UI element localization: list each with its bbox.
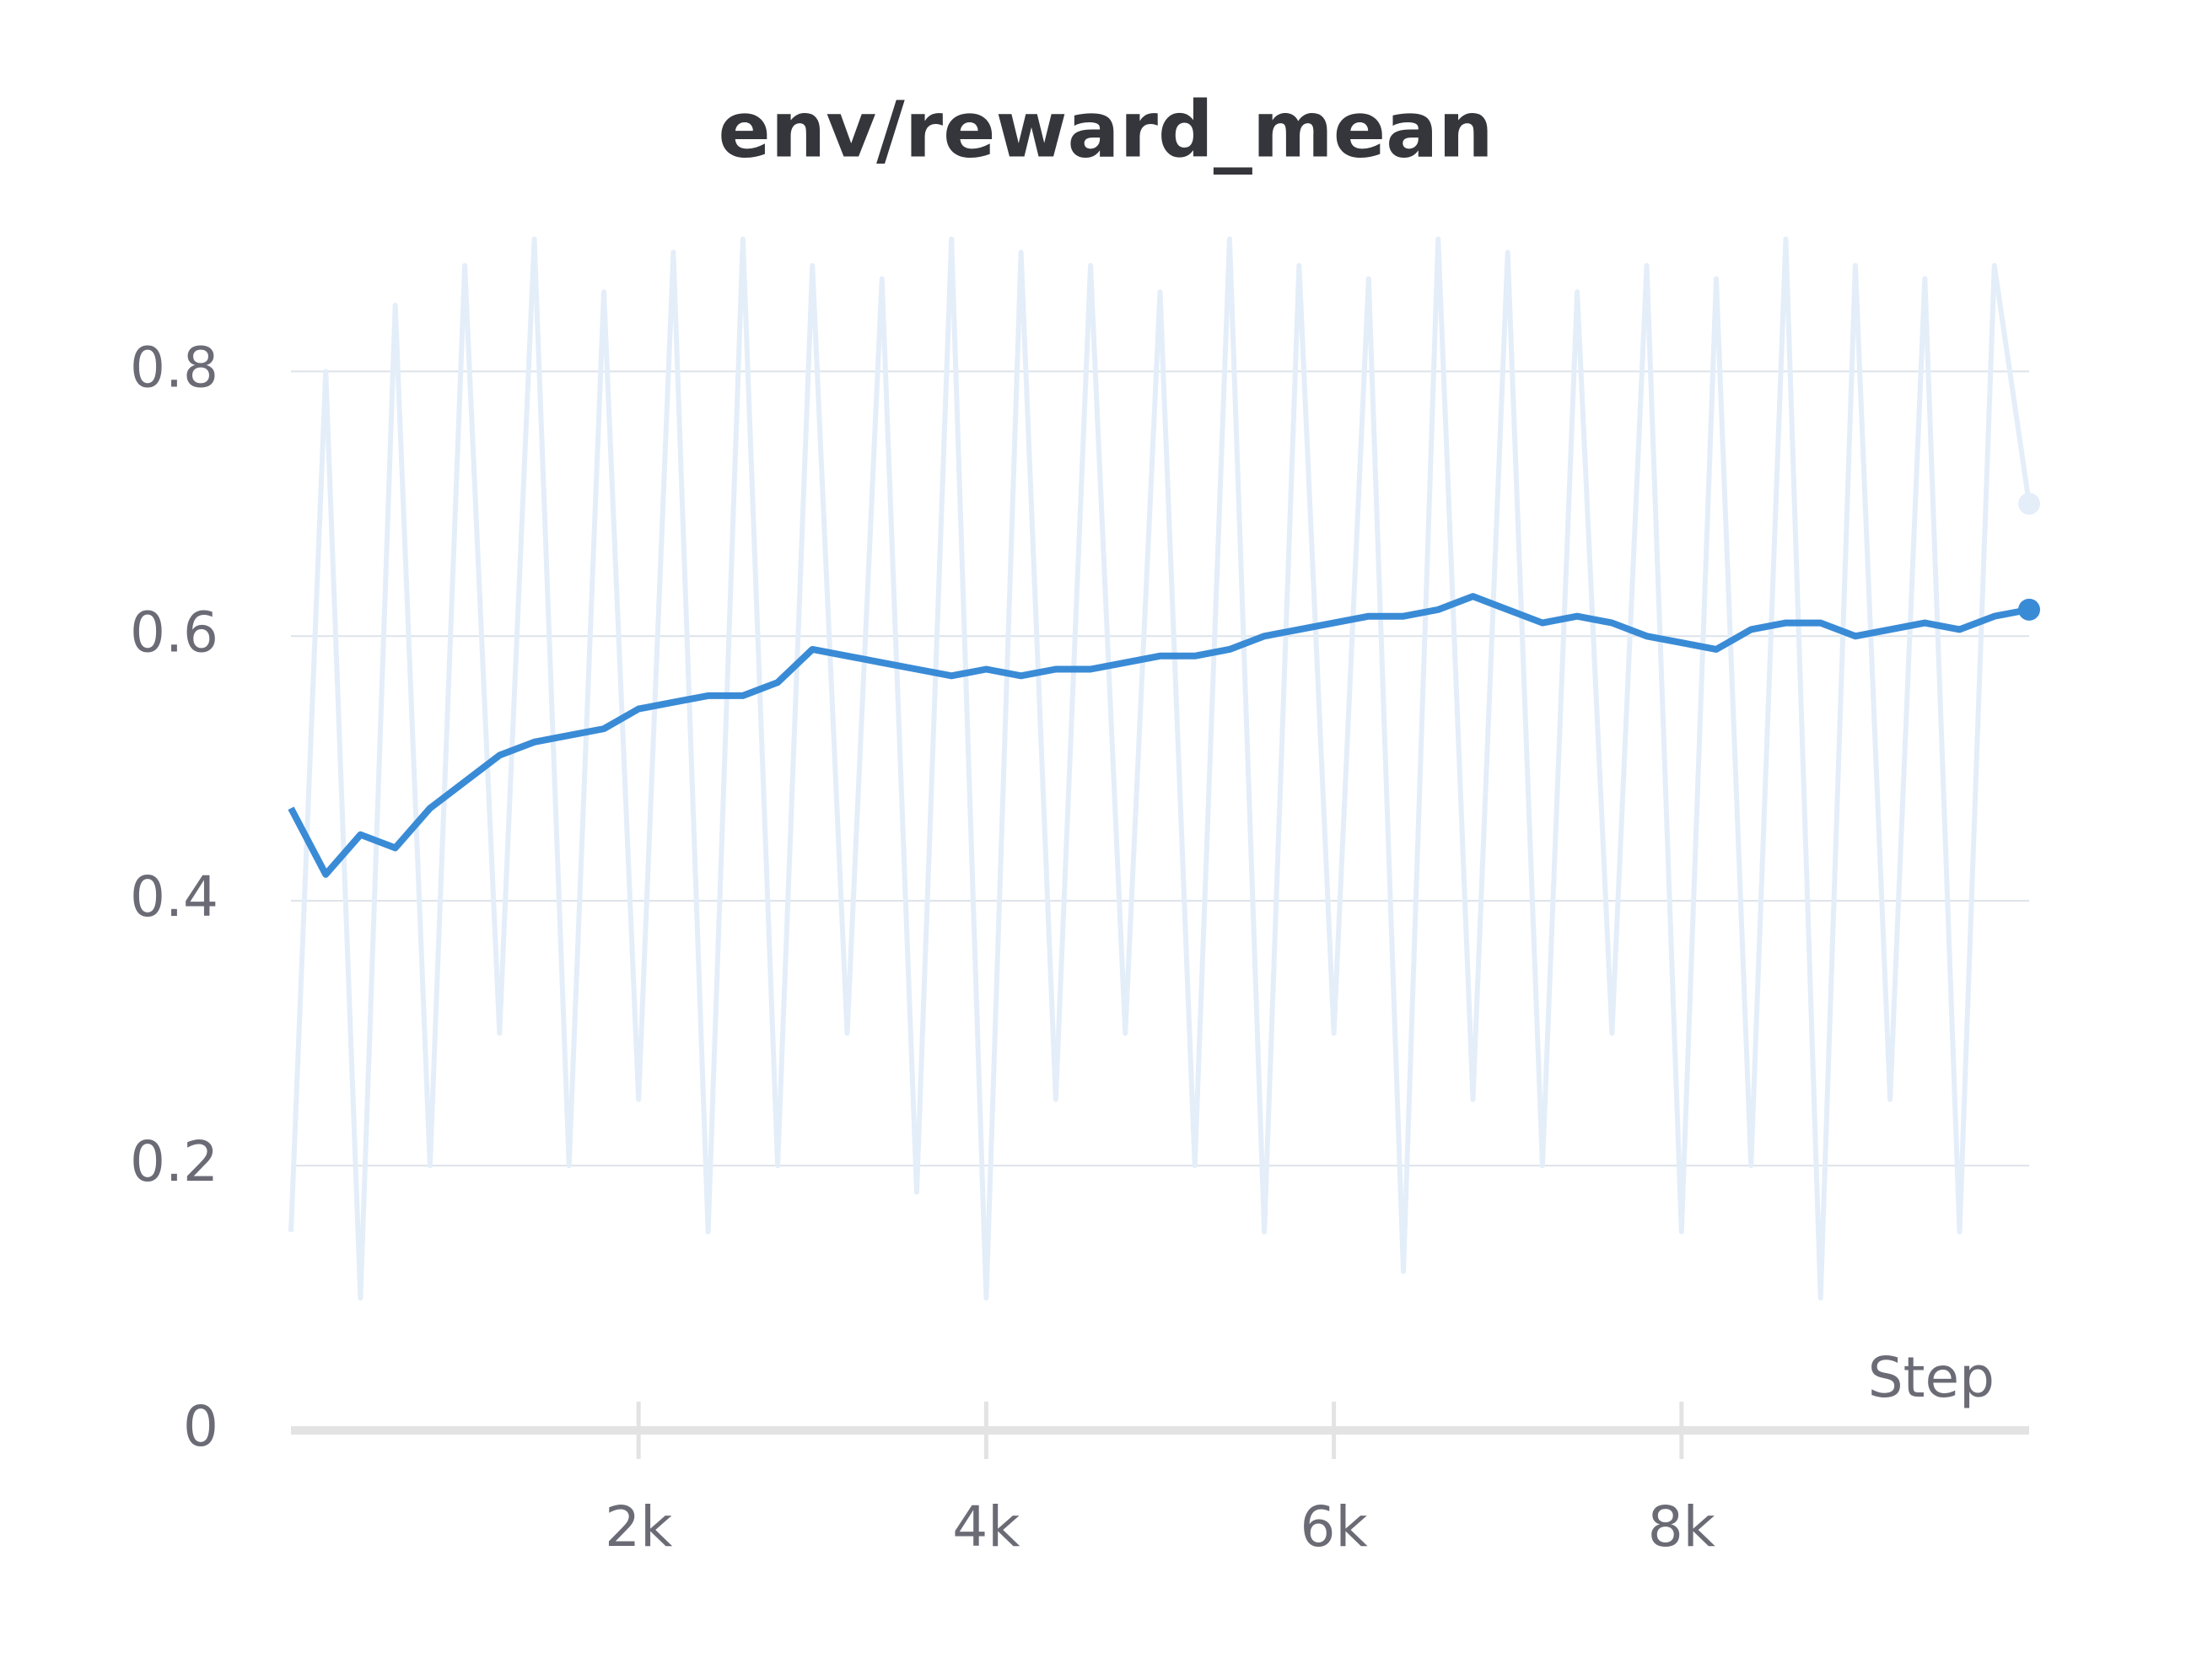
x-tick-label: 2k (605, 1494, 673, 1559)
x-tick-label: 6k (1300, 1494, 1368, 1559)
end-point (2018, 598, 2040, 621)
line (288, 593, 2030, 878)
y-tick-label: 0 (183, 1394, 218, 1459)
chart-title: env/reward_mean (718, 84, 1493, 175)
end-point (2018, 493, 2040, 515)
y-tick-label: 0.4 (130, 864, 218, 929)
y-tick-label: 0.8 (130, 335, 218, 400)
x-axis-label: Step (1868, 1345, 1995, 1410)
x-tick-label: 4k (952, 1494, 1020, 1559)
x-tick-label: 8k (1648, 1494, 1716, 1559)
line (288, 236, 2032, 1301)
y-tick-label: 0.6 (130, 600, 218, 665)
y-tick-label: 0.2 (130, 1129, 218, 1194)
